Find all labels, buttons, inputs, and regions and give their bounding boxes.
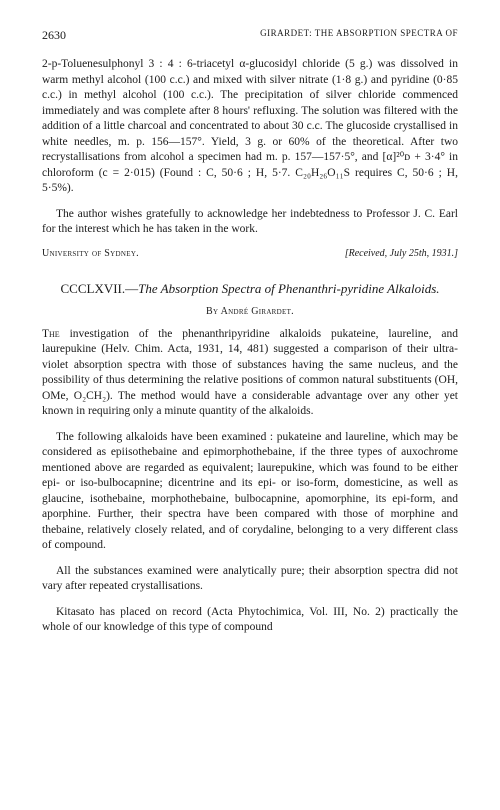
article-paragraph-2: The following alkaloids have been examin… xyxy=(42,430,458,554)
article-paragraph-1: The investigation of the phenanthripyrid… xyxy=(42,327,458,420)
page-number: 2630 xyxy=(42,28,66,43)
title-text: The Absorption Spectra of Phenanthri-pyr… xyxy=(138,281,439,296)
received-date: [Received, July 25th, 1931.] xyxy=(345,248,458,259)
para1-rest: investigation of the phenanthripyridine … xyxy=(42,328,458,418)
affiliation-line: University of Sydney. [Received, July 25… xyxy=(42,248,458,259)
article-paragraph-4: Kitasato has placed on record (Acta Phyt… xyxy=(42,605,458,636)
acknowledgement: The author wishes gratefully to acknowle… xyxy=(42,207,458,238)
upper-paragraph-1: 2-p-Toluenesulphonyl 3 : 4 : 6-triacetyl… xyxy=(42,57,458,197)
article-title: CCCLXVII.—The Absorption Spectra of Phen… xyxy=(42,281,458,298)
affiliation: University of Sydney. xyxy=(42,248,139,259)
title-number: CCCLXVII.— xyxy=(60,281,138,296)
author-byline: By André Girardet. xyxy=(42,306,458,317)
page-header: 2630 GIRARDET: THE ABSORPTION SPECTRA OF xyxy=(42,28,458,43)
running-head: GIRARDET: THE ABSORPTION SPECTRA OF xyxy=(260,28,458,43)
page-container: 2630 GIRARDET: THE ABSORPTION SPECTRA OF… xyxy=(0,0,500,666)
article-paragraph-3: All the substances examined were analyti… xyxy=(42,564,458,595)
first-word: The xyxy=(42,328,60,340)
